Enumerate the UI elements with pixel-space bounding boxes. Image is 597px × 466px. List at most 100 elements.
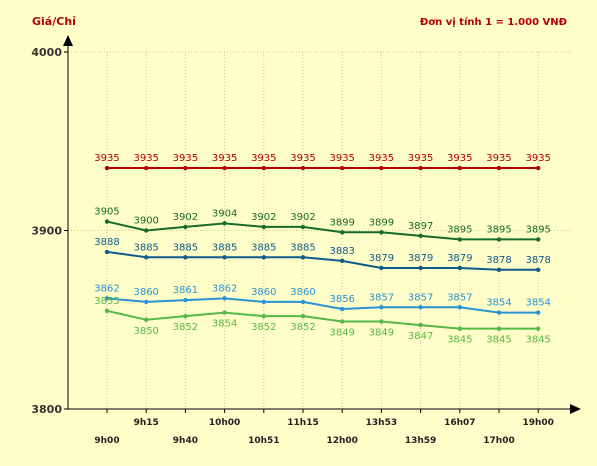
data-label: 3845 — [447, 335, 472, 346]
data-point — [379, 165, 384, 171]
data-label: 3855 — [94, 296, 119, 307]
data-label: 3935 — [525, 153, 550, 164]
y-tick-label: 4000 — [31, 46, 62, 59]
data-label: 3900 — [133, 216, 158, 227]
series-4: 3855 3850 3852 3854 3852 3852 3849 3849 3847 3845… — [94, 296, 551, 346]
data-point — [457, 326, 462, 331]
data-label: 3902 — [251, 212, 276, 223]
data-label: 3935 — [290, 153, 315, 164]
data-label: 3935 — [251, 153, 276, 164]
x-tick-label: 16h07 — [444, 418, 475, 428]
data-label: 3899 — [329, 217, 354, 228]
data-point — [104, 296, 110, 301]
data-point — [340, 319, 345, 324]
data-point — [183, 313, 188, 319]
data-point — [536, 237, 541, 242]
data-point — [340, 258, 345, 264]
data-point — [418, 233, 423, 239]
data-point — [183, 255, 188, 260]
data-point — [300, 224, 306, 230]
series-0: 3935 3935 3935 3935 3935 3935 3935 3935 3935 3935… — [94, 153, 551, 171]
data-label: 3860 — [251, 287, 276, 298]
unit-note: Đơn vị tính 1 = 1.000 VNĐ — [420, 16, 567, 28]
series-line — [106, 309, 539, 330]
data-point — [379, 265, 384, 271]
data-point — [183, 297, 188, 303]
x-tick-label: 11h15 — [287, 418, 318, 428]
x-tick-label: 9h00 — [94, 436, 119, 446]
data-label: 3857 — [408, 292, 433, 303]
data-point — [222, 296, 227, 301]
data-label: 3883 — [329, 246, 354, 257]
data-label: 3847 — [408, 331, 433, 342]
data-label: 3895 — [525, 224, 550, 235]
y-axis-arrow — [63, 35, 73, 46]
data-point — [340, 165, 345, 171]
y-tick-label: 3900 — [31, 225, 62, 238]
data-label: 3885 — [133, 242, 158, 253]
data-point — [379, 319, 384, 324]
data-point — [536, 267, 541, 272]
x-tick-label: 9h40 — [173, 436, 198, 446]
data-label: 3935 — [408, 153, 433, 164]
data-label: 3885 — [251, 242, 276, 253]
data-label: 3935 — [212, 153, 237, 164]
y-tick-label: 3800 — [31, 403, 62, 416]
data-label: 3895 — [486, 224, 511, 235]
data-point — [144, 165, 149, 171]
data-label: 3902 — [173, 212, 198, 223]
data-label: 3860 — [290, 287, 315, 298]
data-point — [457, 165, 462, 171]
data-point — [418, 265, 423, 271]
data-label: 3879 — [447, 253, 472, 264]
data-label: 3905 — [94, 207, 119, 218]
data-label: 3854 — [486, 298, 511, 309]
data-point — [183, 224, 188, 230]
data-point — [222, 255, 227, 260]
data-label: 3935 — [447, 153, 472, 164]
data-point — [496, 237, 502, 242]
tick-labels: 3800 3900 4000 9h00 9h15 9h40 10h00 10h51 11h15 1… — [31, 46, 554, 446]
data-point — [144, 299, 149, 305]
data-point — [536, 165, 541, 171]
data-label: 3852 — [173, 322, 198, 333]
data-point — [536, 326, 541, 331]
data-label: 3904 — [212, 208, 237, 219]
x-tick-label: 12h00 — [326, 436, 357, 446]
data-point — [144, 317, 149, 322]
data-point — [300, 165, 306, 171]
data-label: 3857 — [447, 292, 472, 303]
data-point — [300, 299, 306, 305]
data-point — [457, 237, 462, 242]
x-tick-label: 19h00 — [522, 418, 553, 428]
data-label: 3879 — [408, 253, 433, 264]
data-point — [261, 224, 266, 230]
data-point — [300, 255, 306, 260]
series-layer: 3935 3935 3935 3935 3935 3935 3935 3935 3935 3935… — [94, 153, 551, 346]
data-label: 3861 — [173, 285, 198, 296]
x-axis-arrow — [570, 404, 581, 414]
data-label: 3885 — [173, 242, 198, 253]
data-label: 3888 — [94, 237, 119, 248]
data-label: 3854 — [525, 298, 550, 309]
data-label: 3902 — [290, 212, 315, 223]
data-label: 3878 — [486, 255, 511, 266]
data-label: 3845 — [486, 335, 511, 346]
data-point — [144, 255, 149, 260]
data-label: 3935 — [94, 153, 119, 164]
data-point — [496, 326, 502, 331]
data-label: 3897 — [408, 221, 433, 232]
data-label: 3856 — [329, 294, 354, 305]
data-point — [222, 165, 227, 171]
data-point — [183, 165, 188, 171]
data-point — [457, 305, 462, 310]
data-point — [496, 267, 502, 272]
axes — [63, 35, 581, 414]
data-label: 3860 — [133, 287, 158, 298]
data-point — [144, 228, 149, 233]
data-label: 3849 — [329, 328, 354, 339]
data-label: 3854 — [212, 319, 237, 330]
data-label: 3885 — [212, 242, 237, 253]
data-label: 3935 — [173, 153, 198, 164]
x-tick-label: 13h59 — [405, 436, 436, 446]
